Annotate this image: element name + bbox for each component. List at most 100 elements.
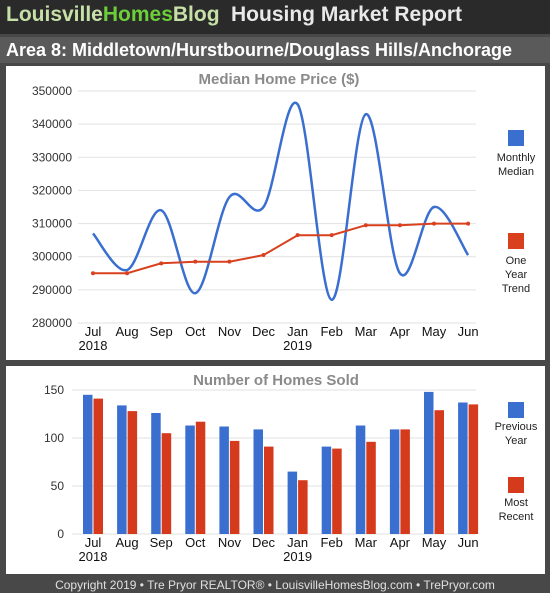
x-tick-label: Aug <box>116 535 139 550</box>
legend-label: Year <box>505 269 528 281</box>
bar-most-recent <box>434 410 444 534</box>
x-tick-label: May <box>422 324 447 339</box>
legend-swatch <box>508 402 524 418</box>
report-title: Housing Market Report <box>231 3 463 26</box>
year-label: 2018 <box>79 338 108 353</box>
legend-label: Monthly <box>497 152 536 164</box>
x-tick-label: Sep <box>150 535 173 550</box>
x-tick-label: Oct <box>185 324 206 339</box>
area-title: Area 8: Middletown/Hurstbourne/Douglass … <box>6 40 513 60</box>
trend-point <box>125 271 130 276</box>
bar-previous-year <box>424 391 434 534</box>
trend-point <box>91 271 95 276</box>
x-tick-label: Jul <box>85 324 102 339</box>
y-tick-label: 150 <box>44 383 64 397</box>
trend-point <box>329 233 334 238</box>
bar-most-recent <box>366 441 376 534</box>
x-tick-label: Jan <box>287 324 308 339</box>
site-logo: LouisvilleHomesBlog <box>6 3 220 27</box>
trend-point <box>159 261 164 266</box>
legend-label: Year <box>505 435 528 447</box>
x-tick-label: Jan <box>287 535 308 550</box>
legend-swatch <box>508 130 524 146</box>
series-line-monthly-median <box>92 101 470 302</box>
x-tick-label: Apr <box>390 535 411 550</box>
trend-point <box>261 253 266 258</box>
year-label: 2018 <box>79 549 108 564</box>
x-tick-label: Apr <box>390 324 411 339</box>
x-tick-label: Mar <box>355 324 378 339</box>
year-label: 2019 <box>283 549 312 564</box>
area-bar <box>0 37 550 63</box>
y-tick-label: 320000 <box>32 183 72 197</box>
legend-label: Previous <box>495 421 538 433</box>
legend-swatch <box>508 233 524 249</box>
trend-point <box>432 221 436 226</box>
x-tick-label: Mar <box>355 535 378 550</box>
x-tick-label: Dec <box>252 535 276 550</box>
bar-previous-year <box>117 405 127 534</box>
header-bar <box>0 0 550 34</box>
bar-most-recent <box>93 398 103 534</box>
bar-most-recent <box>161 433 172 534</box>
trend-point <box>397 223 402 228</box>
trend-point <box>227 259 232 264</box>
trend-point <box>363 223 368 228</box>
y-tick-label: 100 <box>44 431 64 445</box>
x-tick-label: Feb <box>320 324 342 339</box>
y-tick-label: 310000 <box>32 217 72 231</box>
x-tick-label: Feb <box>320 535 342 550</box>
legend-label: One <box>506 255 527 267</box>
bar-previous-year <box>355 425 366 534</box>
bar-previous-year <box>219 426 229 534</box>
logo-text-blog: Blog <box>172 3 220 26</box>
y-tick-label: 0 <box>57 527 64 541</box>
bar-most-recent <box>298 480 308 534</box>
median-price-chart: 280000 290000 300000 310000 320000 330000 3400… <box>32 71 536 353</box>
year-label: 2019 <box>283 338 312 353</box>
x-tick-label: Nov <box>218 324 242 339</box>
legend-swatch <box>508 477 524 493</box>
bar-most-recent <box>332 448 342 534</box>
trend-point <box>466 221 471 226</box>
x-tick-label: Dec <box>252 324 276 339</box>
footer-copyright: Copyright 2019 • Tre Pryor REALTOR® • Lo… <box>55 578 495 592</box>
sales-chart-panel: 0 50 100 150 Jul 2018 Aug Sep Oct Nov Dec Jan 2019 Fe… <box>6 366 545 574</box>
chart-title: Median Home Price ($) <box>199 71 360 88</box>
bar-previous-year <box>287 471 298 534</box>
y-tick-label: 350000 <box>32 84 72 98</box>
x-tick-label: Jun <box>458 324 479 339</box>
x-tick-label: Jul <box>85 535 102 550</box>
bar-previous-year <box>151 413 161 534</box>
price-chart-panel: 280000 290000 300000 310000 320000 330000 3400… <box>6 66 545 360</box>
bar-previous-year <box>389 429 400 534</box>
trend-point <box>295 233 300 238</box>
bar-previous-year <box>83 394 93 534</box>
legend-label: Recent <box>499 511 534 523</box>
y-tick-label: 300000 <box>32 250 72 264</box>
x-tick-label: Nov <box>218 535 242 550</box>
chart-title: Number of Homes Sold <box>193 372 359 389</box>
y-tick-label: 340000 <box>32 117 72 131</box>
bar-previous-year <box>458 402 468 534</box>
legend-label: Trend <box>502 283 530 295</box>
x-tick-label: May <box>422 535 447 550</box>
x-tick-label: Sep <box>150 324 173 339</box>
y-tick-label: 280000 <box>32 316 72 330</box>
y-tick-label: 290000 <box>32 283 72 297</box>
legend-label: Most <box>504 497 528 509</box>
trend-point <box>193 259 198 264</box>
bar-previous-year <box>185 425 195 534</box>
x-tick-label: Jun <box>458 535 479 550</box>
bar-most-recent <box>195 421 206 534</box>
bar-most-recent <box>127 411 138 534</box>
bar-most-recent <box>468 404 479 534</box>
bar-previous-year <box>253 429 263 534</box>
legend-label: Median <box>498 166 534 178</box>
y-tick-label: 50 <box>51 479 65 493</box>
bar-most-recent <box>229 440 240 534</box>
bar-most-recent <box>400 429 410 534</box>
x-tick-label: Oct <box>185 535 206 550</box>
x-tick-label: Aug <box>116 324 139 339</box>
